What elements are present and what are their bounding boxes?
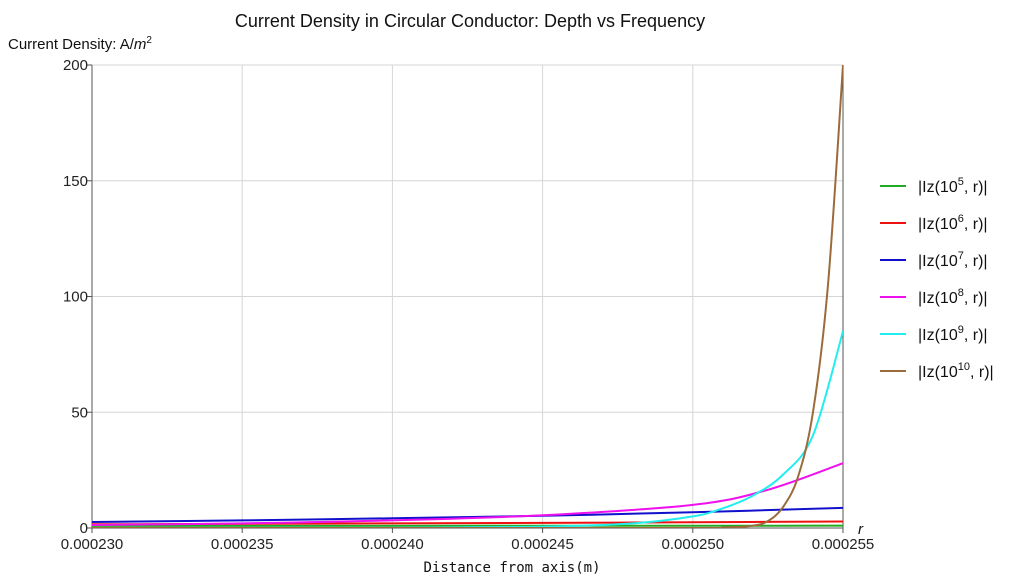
x-axis-label-text: Distance from axis xyxy=(423,560,575,576)
x-axis-end-label: r xyxy=(858,521,864,538)
x-tick-label: 0.000250 xyxy=(662,536,725,553)
y-tick-label: 50 xyxy=(71,404,88,421)
x-axis-label: Distance from axis(m) xyxy=(423,560,600,576)
series-line-2 xyxy=(92,506,843,523)
y-axis-label-exponent: 2 xyxy=(146,35,152,46)
x-axis-label-open: ( xyxy=(575,560,583,576)
y-tick-label: 200 xyxy=(63,57,88,74)
x-tick-label: 0.000235 xyxy=(211,536,274,553)
tick-labels: 0.000230 0.000235 0.000240 0.000245 0.000250… xyxy=(61,57,875,553)
y-tick-label: 0 xyxy=(80,520,88,537)
y-axis-label-unit: m xyxy=(134,36,147,53)
series-line-5 xyxy=(92,65,843,528)
grid xyxy=(91,64,844,529)
legend-label: |Iz(106, r)| xyxy=(918,213,988,233)
x-axis-label-close: ) xyxy=(592,560,600,576)
legend-label: |Iz(109, r)| xyxy=(918,324,988,344)
legend-label: |Iz(107, r)| xyxy=(918,250,988,270)
y-axis-label-text: Current Density: A/ xyxy=(8,36,135,53)
y-tick-label: 150 xyxy=(63,173,88,190)
plot-lines xyxy=(92,65,843,528)
legend-label: |Iz(1010, r)| xyxy=(918,361,994,381)
series-line-3 xyxy=(92,462,843,526)
x-tick-label: 0.000230 xyxy=(61,536,124,553)
x-tick-label: 0.000245 xyxy=(511,536,574,553)
x-axis-label-unit: m xyxy=(584,560,592,576)
legend-label: |Iz(105, r)| xyxy=(918,176,988,196)
legend-label: |Iz(108, r)| xyxy=(918,287,988,307)
chart-title: Current Density in Circular Conductor: D… xyxy=(235,11,705,31)
y-axis-label: Current Density: A/m2 xyxy=(8,35,152,53)
legend: |Iz(105, r)| |Iz(106, r)| |Iz(107, r)| |Iz(… xyxy=(880,176,994,381)
x-tick-label: 0.000255 xyxy=(812,536,875,553)
x-tick-label: 0.000240 xyxy=(361,536,424,553)
y-tick-label: 100 xyxy=(63,289,88,306)
axes xyxy=(87,64,844,533)
